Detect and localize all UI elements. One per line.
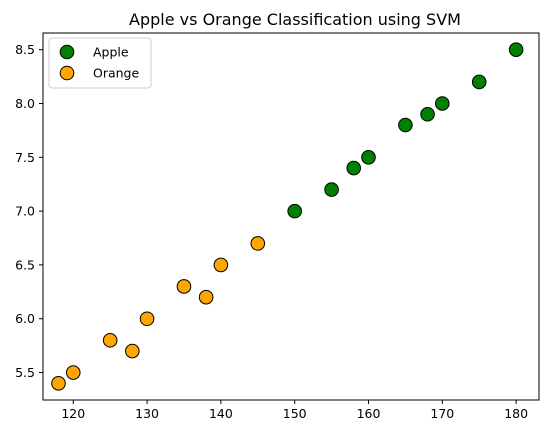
x-tick-label-130: 130 <box>135 406 159 421</box>
plot-area-frame <box>42 32 540 401</box>
legend-label-apple: Apple <box>93 45 129 60</box>
orange-point-4 <box>125 343 140 359</box>
y-tick-label-6: 6.0 <box>15 311 35 326</box>
legend-marker-apple <box>59 44 75 60</box>
apple-point-4 <box>361 150 376 165</box>
chart-title: Apple vs Orange Classification using SVM <box>129 10 461 29</box>
apple-point-9 <box>508 42 524 57</box>
orange-point-7 <box>198 289 214 305</box>
data-points <box>51 42 524 391</box>
orange-point-5 <box>139 311 155 327</box>
x-tick-label-170: 170 <box>430 406 454 421</box>
legend-label-orange: Orange <box>93 66 139 81</box>
orange-point-8 <box>213 257 229 273</box>
legend-marker-orange <box>59 65 75 81</box>
apple-point-1 <box>287 203 302 219</box>
orange-point-2 <box>65 365 81 380</box>
y-tick-label-7-5: 7.5 <box>15 150 35 165</box>
apple-point-8 <box>471 74 487 90</box>
orange-point-9 <box>250 236 266 251</box>
orange-point-1 <box>51 376 66 391</box>
legend: Apple Orange <box>48 37 152 89</box>
orange-point-6 <box>176 279 192 294</box>
y-tick-label-5-5: 5.5 <box>15 365 35 380</box>
y-tick-label-7: 7.0 <box>15 204 35 219</box>
apple-point-2 <box>324 182 339 197</box>
x-tick-label-180: 180 <box>504 406 528 421</box>
orange-point-3 <box>102 332 118 348</box>
y-tick-label-8: 8.0 <box>15 96 35 111</box>
apple-point-3 <box>346 160 362 176</box>
apple-point-7 <box>435 96 450 111</box>
x-tick-label-140: 140 <box>209 406 233 421</box>
apple-point-5 <box>398 117 413 133</box>
x-tick-label-160: 160 <box>357 406 381 421</box>
legend-box <box>48 37 152 89</box>
x-tick-label-150: 150 <box>283 406 307 421</box>
y-tick-label-8-5: 8.5 <box>15 42 35 57</box>
x-axis-ticks: 120 130 140 150 160 170 180 <box>61 400 528 421</box>
y-tick-label-6-5: 6.5 <box>15 257 35 272</box>
apple-point-6 <box>420 106 435 122</box>
x-tick-label-120: 120 <box>61 406 85 421</box>
y-axis-ticks: 5.5 6.0 6.5 7.0 7.5 8.0 8.5 <box>15 42 43 380</box>
